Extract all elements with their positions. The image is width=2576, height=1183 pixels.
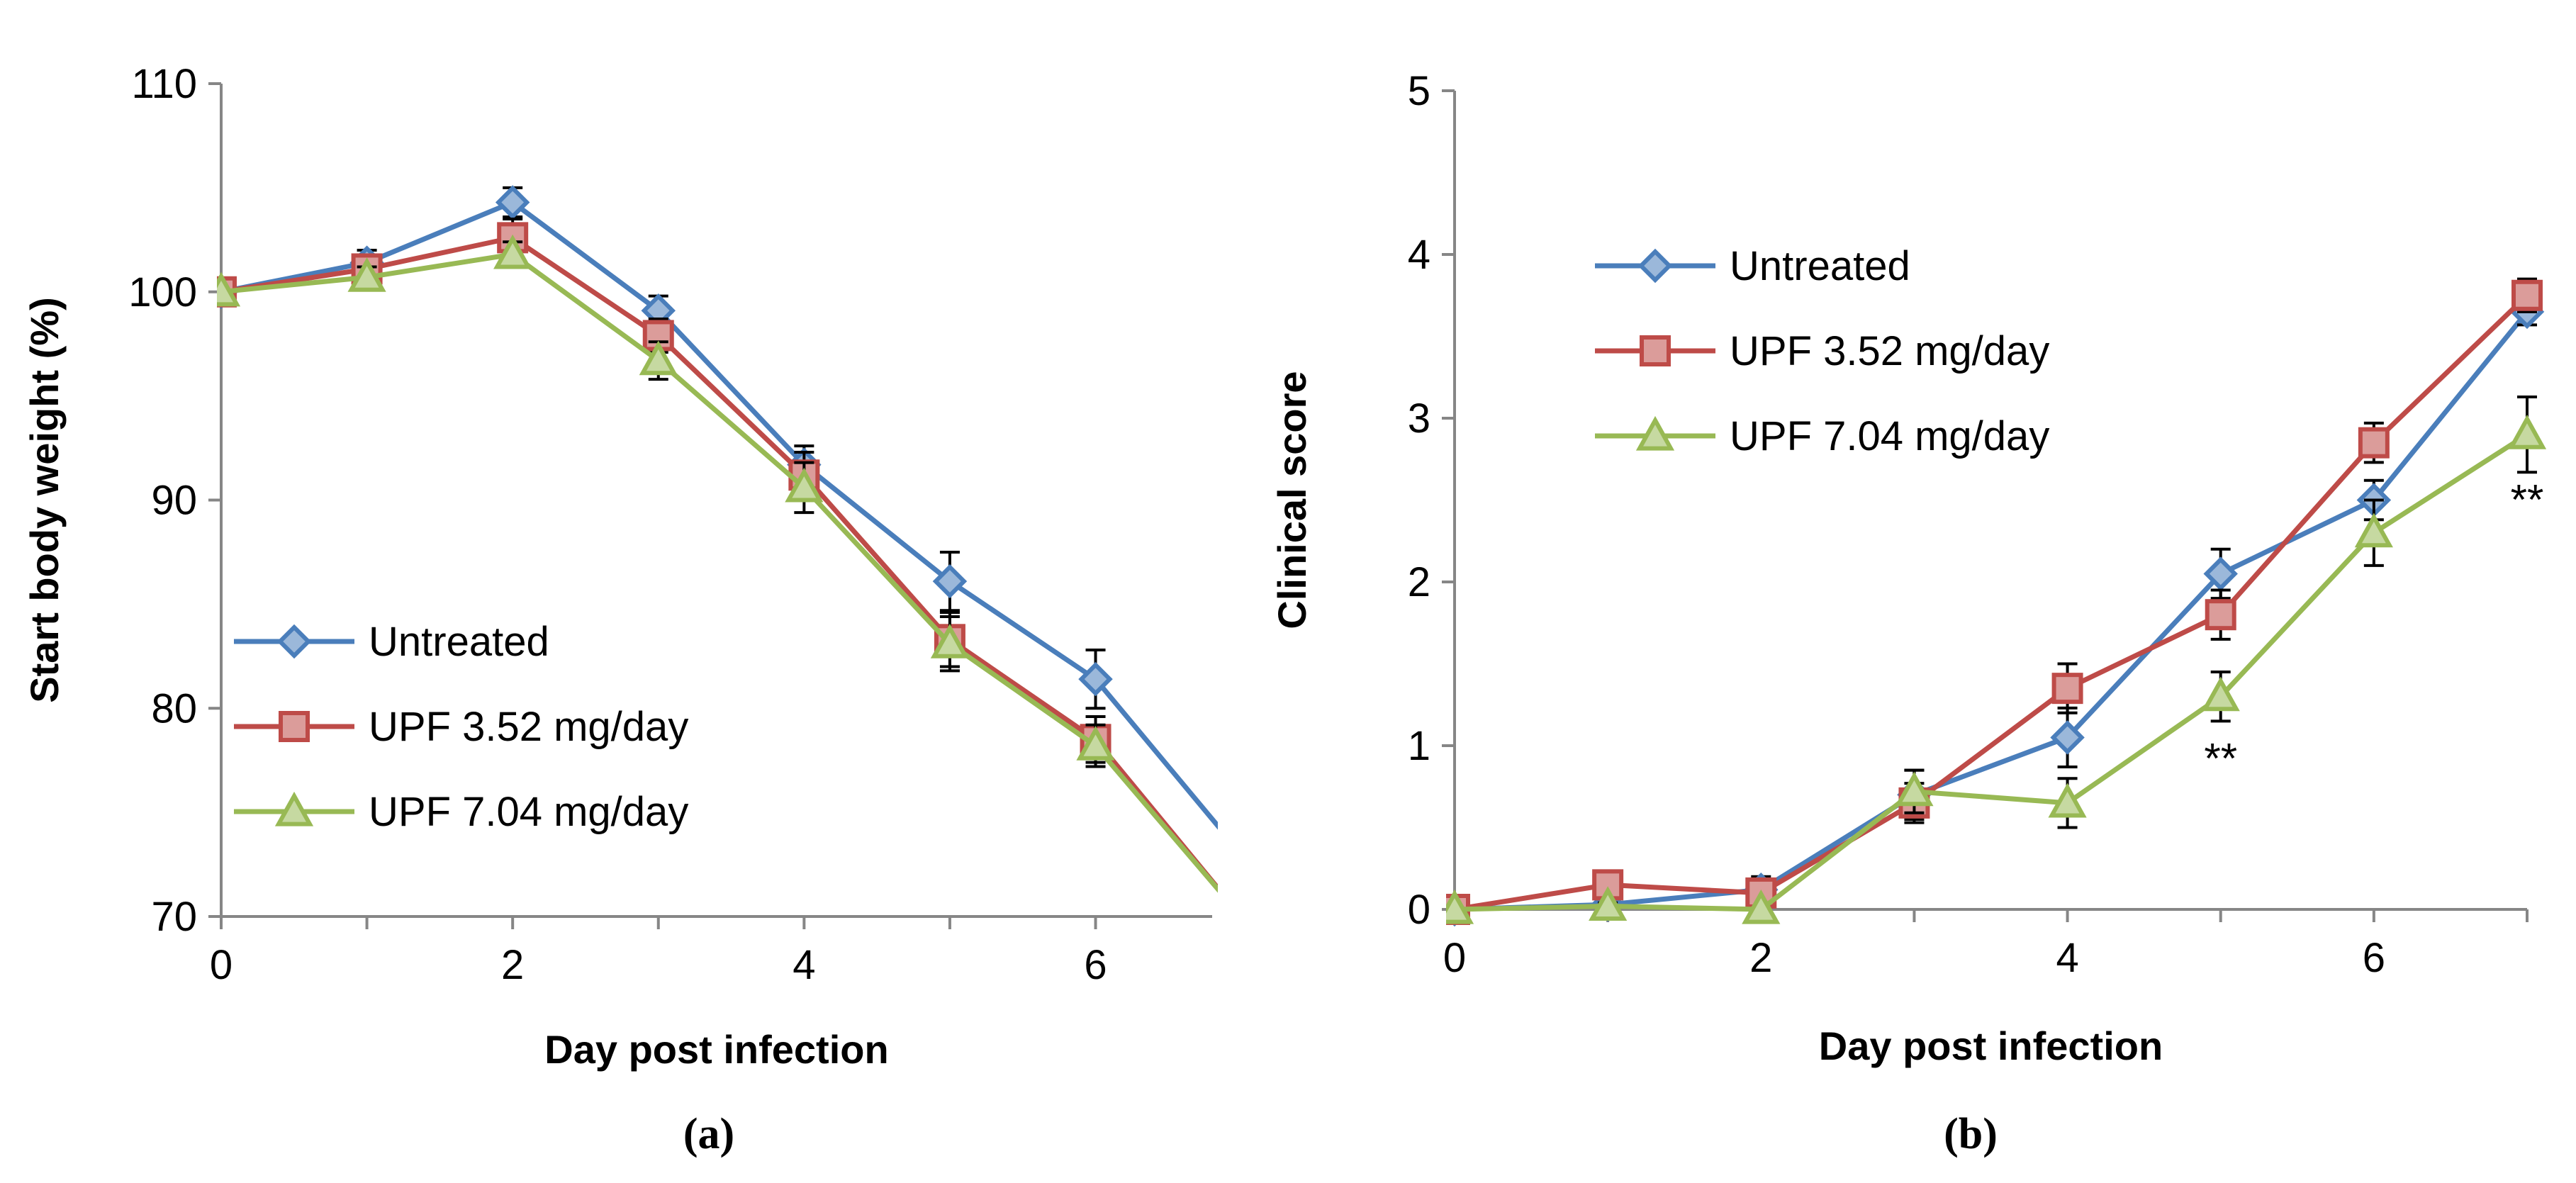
a-y-tick-label: 80 (151, 685, 197, 731)
a-y-tick-label: 110 (132, 61, 197, 107)
b-y-tick-label: 4 (1408, 232, 1430, 278)
a-legend-marker (276, 624, 312, 659)
a-panel-label: (a) (683, 1110, 734, 1158)
a-series-line-1 (220, 235, 1218, 892)
a-data-point (932, 564, 968, 599)
a-legend-marker (279, 711, 310, 742)
a-data-point (930, 624, 970, 658)
b-panel-label: (b) (1944, 1110, 1998, 1158)
b-y-axis-title: Clinical score (1270, 371, 1314, 629)
a-y-tick-label: 70 (151, 894, 197, 940)
a-data-point (639, 340, 678, 376)
a-data-point (217, 271, 241, 307)
panel-a-body-weight-chart: 70 80 90 100 110 0 2 4 6 Day post infection Start … (22, 61, 1218, 1158)
a-plot-area (217, 185, 1218, 893)
a-data-point (493, 234, 532, 269)
b-x-tick-label: 2 (1749, 935, 1772, 981)
b-data-point (2201, 676, 2240, 712)
b-x-tick-label: 4 (2056, 935, 2078, 981)
b-legend-marker (1637, 248, 1673, 284)
b-y-tick-label: 3 (1408, 396, 1430, 442)
a-data-point (495, 185, 530, 220)
b-y-tick-label: 1 (1408, 723, 1430, 769)
b-data-point (1895, 771, 1934, 807)
a-data-point (347, 257, 386, 292)
b-data-point (2048, 783, 2087, 818)
a-x-tick-label: 2 (501, 942, 524, 988)
a-legend-label: UPF 3.52 mg/day (369, 704, 688, 750)
b-significance-annotation: ** (2204, 734, 2237, 782)
panel-b-clinical-score-chart: 0 1 2 3 4 5 0 2 4 6 Day post infection Clinical sco… (1270, 68, 2547, 1158)
b-data-point (2354, 512, 2393, 548)
a-y-tick-label: 100 (128, 269, 197, 315)
a-x-tick-label: 0 (210, 942, 233, 988)
b-data-point (1589, 886, 1628, 921)
b-data-point (2205, 599, 2236, 631)
b-y-tick-label: 0 (1408, 887, 1430, 933)
a-data-point (1078, 661, 1113, 697)
b-legend-label: Untreated (1730, 243, 1910, 289)
b-legend-label: UPF 3.52 mg/day (1730, 328, 2049, 374)
b-plot-area (1446, 277, 2547, 927)
a-legend-label: UPF 7.04 mg/day (369, 789, 688, 835)
b-series-line-2 (1454, 432, 2529, 912)
a-data-point (785, 467, 824, 503)
b-x-tick-label: 0 (1443, 935, 1466, 981)
a-legend-label: Untreated (369, 619, 549, 665)
b-data-point (2358, 427, 2390, 459)
a-series-line-2 (220, 252, 1218, 893)
b-series-line-0 (1454, 310, 2529, 912)
a-series-line-0 (220, 199, 1218, 830)
a-y-tick-label: 90 (151, 478, 197, 524)
b-data-point (2511, 279, 2543, 311)
b-legend-marker (1640, 335, 1671, 366)
b-x-axis-title: Day post infection (1819, 1024, 2163, 1068)
b-legend-label: UPF 7.04 mg/day (1730, 413, 2049, 459)
b-data-point (2203, 556, 2238, 591)
a-y-axis-title: Start body weight (%) (22, 297, 67, 702)
b-data-point (1742, 889, 1781, 924)
b-series-line-1 (1454, 293, 2529, 912)
a-x-tick-label: 6 (1084, 942, 1107, 988)
b-x-tick-label: 6 (2363, 935, 2385, 981)
b-significance-annotation: ** (2511, 476, 2544, 524)
b-data-point (2051, 673, 2083, 705)
b-y-tick-label: 5 (1408, 68, 1430, 114)
a-data-point (1076, 725, 1115, 761)
a-legend: Untreated UPF 3.52 mg/day UPF 7.04 mg/day (234, 619, 688, 835)
b-legend-marker (1635, 415, 1675, 451)
b-y-tick-label: 2 (1408, 559, 1430, 605)
b-data-point (2507, 414, 2547, 449)
a-x-tick-label: 4 (793, 942, 815, 988)
a-legend-marker (274, 791, 314, 826)
b-legend: Untreated UPF 3.52 mg/day UPF 7.04 mg/day (1595, 243, 2049, 459)
b-data-point (1446, 889, 1474, 924)
a-x-axis-title: Day post infection (544, 1027, 888, 1072)
b-data-point (2050, 720, 2085, 755)
